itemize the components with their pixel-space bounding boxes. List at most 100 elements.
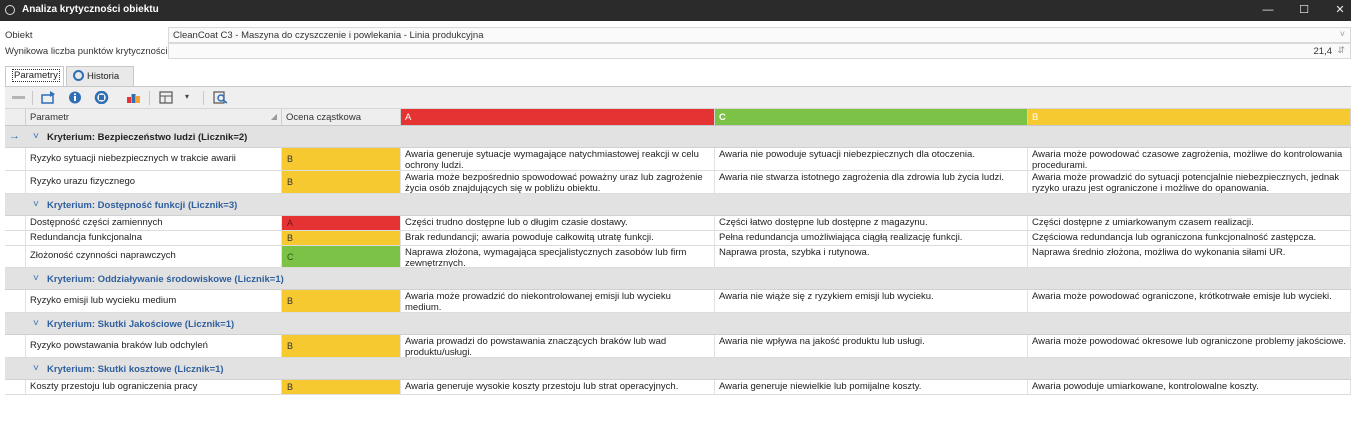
table-row[interactable]: Ryzyko urazu fizycznego B Awaria może bezp… [5,171,1351,194]
desc-b-cell[interactable]: Awaria może powodować ograniczone, krótk… [1028,290,1351,312]
desc-a-cell[interactable]: Brak redundancji; awaria powoduje całkow… [401,231,715,245]
table-row[interactable]: Koszty przestoju lub ograniczenia pracy B… [5,380,1351,395]
table-row[interactable]: Ryzyko powstawania braków lub odchyleń B A… [5,335,1351,358]
row-indicator[interactable] [5,246,26,267]
score-cell[interactable]: B [282,171,401,193]
collapse-chevron-icon[interactable]: ˅ [33,318,39,329]
score-value: B [287,176,294,187]
desc-a-cell[interactable]: Awaria może prowadzić do niekontrolowane… [401,290,715,312]
score-field-row: Wynikowa liczba punktów krytyczności 21,… [0,43,1351,59]
desc-b-cell[interactable]: Naprawa średnio złożona, możliwa do wyko… [1028,246,1351,267]
desc-a-cell[interactable]: Awaria prowadzi do powstawania znaczącyc… [401,335,715,357]
print-preview-icon[interactable] [213,91,228,104]
desc-c-cell[interactable]: Naprawa prosta, szybka i rutynowa. [715,246,1028,267]
window-title: Analiza krytyczności obiektu [22,4,159,15]
table-row[interactable]: Ryzyko emisji lub wycieku medium B Awaria … [5,290,1351,313]
desc-a-cell[interactable]: Naprawa złożona, wymagająca specjalistyc… [401,246,715,267]
chevron-down-icon[interactable]: ˅ [1339,29,1345,39]
score-cell[interactable]: B [282,290,401,312]
group-header[interactable]: ˅ Kryterium: Dostępność funkcji (Licznik=… [5,194,1351,216]
header-a[interactable]: A [401,109,715,126]
minimize-icon[interactable]: — [1262,4,1274,16]
desc-c-cell[interactable]: Awaria generuje niewielkie lub pomijalne… [715,380,1028,394]
object-select[interactable]: CleanCoat C3 - Maszyna do czyszczenie i … [168,27,1351,43]
table-row[interactable]: Ryzyko sytuacji niebezpiecznych w trakci… [5,148,1351,171]
desc-b-cell[interactable]: Awaria może powodować okresowe lub ogran… [1028,335,1351,357]
collapse-chevron-icon[interactable]: ˅ [33,131,39,142]
table-row[interactable]: Redundancja funkcjonalna B Brak redundancj… [5,231,1351,246]
dropdown-arrow-icon[interactable]: ▾ [185,92,190,101]
score-cell[interactable]: B [282,380,401,394]
header-b[interactable]: B [1028,109,1351,126]
group-header[interactable]: ˅ Kryterium: Skutki kosztowe (Licznik=1) [5,358,1351,380]
desc-c-cell[interactable]: Części łatwo dostępne lub dostępne z mag… [715,216,1028,230]
desc-b-cell[interactable]: Częściowa redundancja lub ograniczona fu… [1028,231,1351,245]
group-title: Kryterium: Oddziaływanie środowiskowe (L… [47,274,284,285]
row-indicator[interactable] [5,231,26,245]
desc-c-cell[interactable]: Pełna redundancja umożliwiająca ciągłą r… [715,231,1028,245]
row-indicator[interactable] [5,216,26,230]
close-icon[interactable]: ✕ [1335,4,1345,16]
move-up-icon[interactable] [41,91,56,104]
link-icon[interactable] [11,91,26,104]
group-header[interactable]: ˅ Kryterium: Oddziaływanie środowiskowe (… [5,268,1351,290]
collapse-chevron-icon[interactable]: ˅ [33,273,39,284]
param-cell[interactable]: Koszty przestoju lub ograniczenia pracy [26,380,282,394]
param-cell[interactable]: Ryzyko powstawania braków lub odchyleń [26,335,282,357]
current-row-arrow-icon: → [9,130,20,142]
param-cell[interactable]: Ryzyko emisji lub wycieku medium [26,290,282,312]
score-cell[interactable]: B [282,148,401,170]
param-cell[interactable]: Złożoność czynności naprawczych [26,246,282,267]
panel-border [5,86,1351,87]
desc-b-cell[interactable]: Awaria może prowadzić do sytuacji potenc… [1028,171,1351,193]
param-cell[interactable]: Ryzyko urazu fizycznego [26,171,282,193]
table-row[interactable]: Dostępność części zamiennych A Części trud… [5,216,1351,231]
score-cell[interactable]: A [282,216,401,230]
score-label: Wynikowa liczba punktów krytyczności [5,46,168,57]
row-indicator[interactable] [5,171,26,193]
desc-a-cell[interactable]: Awaria może bezpośrednio spowodować powa… [401,171,715,193]
desc-c-cell[interactable]: Awaria nie wpływa na jakość produktu lub… [715,335,1028,357]
score-cell[interactable]: B [282,231,401,245]
desc-a-cell[interactable]: Części trudno dostępne lub o długim czas… [401,216,715,230]
header-ocena[interactable]: Ocena cząstkowa [282,109,401,126]
group-header[interactable]: → ˅ Kryterium: Bezpieczeństwo ludzi (Liczn… [5,126,1351,148]
desc-a-cell[interactable]: Awaria generuje wysokie koszty przestoju… [401,380,715,394]
score-cell[interactable]: C [282,246,401,267]
info-icon[interactable] [68,91,83,104]
desc-b-cell[interactable]: Awaria może powodować czasowe zagrożenia… [1028,148,1351,170]
header-c[interactable]: C [715,109,1028,126]
row-indicator[interactable] [5,380,26,394]
collapse-chevron-icon[interactable]: ˅ [33,363,39,374]
desc-c-cell[interactable]: Awaria nie stwarza istotnego zagrożenia … [715,171,1028,193]
header-parametr[interactable]: Parametr ◢ [26,109,282,126]
group-title: Kryterium: Bezpieczeństwo ludzi (Licznik… [47,132,248,143]
history-icon [73,70,84,81]
group-header[interactable]: ˅ Kryterium: Skutki Jakościowe (Licznik=1… [5,313,1351,335]
tab-parametry[interactable]: Parametry [5,66,64,86]
toolbar-separator [149,91,150,105]
row-indicator[interactable] [5,335,26,357]
desc-a-cell[interactable]: Awaria generuje sytuacje wymagające naty… [401,148,715,170]
table-row[interactable]: Złożoność czynności naprawczych C Naprawa … [5,246,1351,268]
layout-icon[interactable] [159,91,174,104]
tab-historia[interactable]: Historia [66,66,134,86]
desc-c-cell[interactable]: Awaria nie powoduje sytuacji niebezpiecz… [715,148,1028,170]
param-cell[interactable]: Redundancja funkcjonalna [26,231,282,245]
desc-b-cell[interactable]: Części dostępne z umiarkowanym czasem re… [1028,216,1351,230]
desc-b-cell[interactable]: Awaria powoduje umiarkowane, kontrolowal… [1028,380,1351,394]
row-indicator[interactable] [5,290,26,312]
maximize-icon[interactable]: ☐ [1299,4,1309,16]
chart-icon[interactable] [126,91,141,104]
tab-historia-label: Historia [87,71,120,82]
collapse-chevron-icon[interactable]: ˅ [33,199,39,210]
param-cell[interactable]: Dostępność części zamiennych [26,216,282,230]
desc-c-cell[interactable]: Awaria nie wiąże się z ryzykiem emisji l… [715,290,1028,312]
score-cell[interactable]: B [282,335,401,357]
param-cell[interactable]: Ryzyko sytuacji niebezpiecznych w trakci… [26,148,282,170]
group-title: Kryterium: Dostępność funkcji (Licznik=3… [47,200,238,211]
spin-icon[interactable]: ⇵ [1337,45,1345,55]
refresh-icon[interactable] [94,91,109,104]
window-titlebar: Analiza krytyczności obiektu — ☐ ✕ [0,0,1351,21]
row-indicator[interactable] [5,148,26,170]
